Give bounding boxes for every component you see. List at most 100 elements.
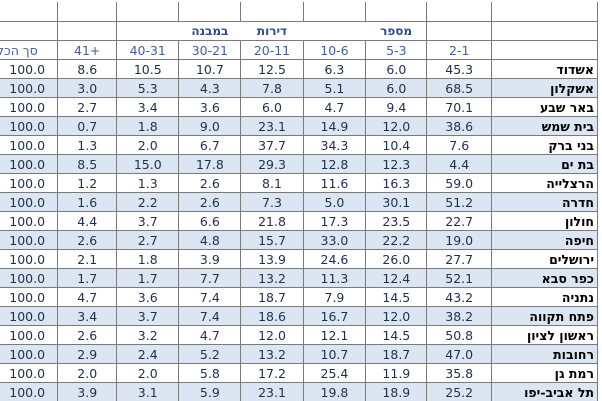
value-cell: 10.7 bbox=[178, 59, 242, 79]
value-cell: 3.1 bbox=[116, 382, 180, 401]
blank-cell bbox=[302, 2, 367, 22]
value-cell: 24.6 bbox=[302, 249, 367, 269]
value-cell: 15.0 bbox=[116, 154, 180, 174]
value-cell: 30.1 bbox=[365, 192, 428, 212]
value-cell: 2.0 bbox=[57, 363, 118, 383]
value-cell: 4.7 bbox=[178, 325, 242, 345]
value-cell: 12.8 bbox=[302, 154, 367, 174]
table-row: 100.0 1.3 2.0 6.7 37.7 34.3 10.4 7.6 בני ברק bbox=[0, 135, 598, 155]
table-row: 100.0 1.7 1.7 7.7 13.2 11.3 12.4 52.1 כפר סבא bbox=[0, 268, 598, 288]
value-cell: 1.6 bbox=[57, 192, 118, 212]
value-cell: 1.3 bbox=[116, 173, 180, 193]
value-cell: 2.2 bbox=[116, 192, 180, 212]
total-cell: 100.0 bbox=[0, 135, 59, 155]
blank-cell bbox=[0, 2, 59, 22]
total-cell: 100.0 bbox=[0, 287, 59, 307]
column-header: 20-11 bbox=[240, 40, 304, 60]
value-cell: 1.3 bbox=[57, 135, 118, 155]
blank-cell bbox=[57, 2, 118, 22]
column-header: 10-6 bbox=[302, 40, 367, 60]
value-cell: 10.7 bbox=[302, 344, 367, 364]
value-cell: 51.2 bbox=[426, 192, 493, 212]
value-cell: 2.6 bbox=[57, 325, 118, 345]
value-cell: 7.4 bbox=[178, 287, 242, 307]
blank-cell bbox=[491, 40, 598, 60]
value-cell: 2.0 bbox=[116, 135, 180, 155]
blank-row bbox=[0, 2, 598, 22]
value-cell: 3.6 bbox=[178, 97, 242, 117]
value-cell: 22.2 bbox=[365, 230, 428, 250]
column-header: 2-1 bbox=[426, 40, 493, 60]
column-header: 5-3 bbox=[365, 40, 428, 60]
table-row: 100.0 3.4 3.7 7.4 18.6 16.7 12.0 38.2 פתח תקווה bbox=[0, 306, 598, 326]
value-cell: 12.0 bbox=[240, 325, 304, 345]
value-cell: 2.1 bbox=[57, 249, 118, 269]
value-cell: 1.7 bbox=[116, 268, 180, 288]
total-cell: 100.0 bbox=[0, 382, 59, 401]
blank-cell bbox=[303, 21, 366, 41]
blank-cell bbox=[57, 21, 118, 41]
value-cell: 34.3 bbox=[302, 135, 367, 155]
blank-cell bbox=[491, 2, 598, 22]
value-cell: 16.3 bbox=[365, 173, 428, 193]
total-cell: 100.0 bbox=[0, 154, 59, 174]
value-cell: 18.6 bbox=[240, 306, 304, 326]
value-cell: 59.0 bbox=[426, 173, 493, 193]
value-cell: 4.8 bbox=[178, 230, 242, 250]
table-row: 100.0 4.7 3.6 7.4 18.7 7.9 14.5 43.2 נתניה bbox=[0, 287, 598, 307]
value-cell: 9.4 bbox=[365, 97, 428, 117]
value-cell: 7.9 bbox=[302, 287, 367, 307]
value-cell: 11.9 bbox=[365, 363, 428, 383]
value-cell: 12.4 bbox=[365, 268, 428, 288]
column-header-total: סך הכל bbox=[0, 40, 59, 60]
value-cell: 3.9 bbox=[178, 249, 242, 269]
table-row: 100.0 4.4 3.7 6.6 21.8 17.3 23.5 22.7 חולון bbox=[0, 211, 598, 231]
city-name-cell: אשקלון bbox=[491, 78, 598, 98]
value-cell: 2.6 bbox=[57, 230, 118, 250]
value-cell: 27.7 bbox=[426, 249, 493, 269]
value-cell: 3.4 bbox=[57, 306, 118, 326]
city-name-cell: חיפה bbox=[491, 230, 598, 250]
value-cell: 14.5 bbox=[365, 325, 428, 345]
value-cell: 38.6 bbox=[426, 116, 493, 136]
value-cell: 5.1 bbox=[302, 78, 367, 98]
value-cell: 17.8 bbox=[178, 154, 242, 174]
value-cell: 6.6 bbox=[178, 211, 242, 231]
value-cell: 25.4 bbox=[302, 363, 367, 383]
value-cell: 6.0 bbox=[240, 97, 304, 117]
table-row: 100.0 3.9 3.1 5.9 23.1 19.8 18.9 25.2 תל אביב-יפ… bbox=[0, 382, 598, 401]
value-cell: 18.7 bbox=[365, 344, 428, 364]
column-header-row: סך הכל 41+ 40-31 30-21 20-11 10-6 5-3 2-… bbox=[0, 40, 598, 60]
value-cell: 4.3 bbox=[178, 78, 242, 98]
value-cell: 3.6 bbox=[116, 287, 180, 307]
city-name-cell: בית שמש bbox=[491, 116, 598, 136]
city-name-cell: פתח תקווה bbox=[491, 306, 598, 326]
total-cell: 100.0 bbox=[0, 192, 59, 212]
value-cell: 5.0 bbox=[302, 192, 367, 212]
value-cell: 7.6 bbox=[426, 135, 493, 155]
value-cell: 4.7 bbox=[57, 287, 118, 307]
value-cell: 6.7 bbox=[178, 135, 242, 155]
value-cell: 26.0 bbox=[365, 249, 428, 269]
value-cell: 1.8 bbox=[116, 116, 180, 136]
value-cell: 2.4 bbox=[116, 344, 180, 364]
value-cell: 4.7 bbox=[302, 97, 367, 117]
city-name-cell: אשדוד bbox=[491, 59, 598, 79]
table-row: 100.0 2.6 2.7 4.8 15.7 33.0 22.2 19.0 חיפה bbox=[0, 230, 598, 250]
value-cell: 18.9 bbox=[365, 382, 428, 401]
column-header: 41+ bbox=[57, 40, 118, 60]
super-header-cell: במבנה bbox=[178, 21, 241, 41]
blank-cell bbox=[116, 21, 179, 41]
value-cell: 6.3 bbox=[302, 59, 367, 79]
value-cell: 7.3 bbox=[240, 192, 304, 212]
value-cell: 4.4 bbox=[57, 211, 118, 231]
value-cell: 6.0 bbox=[365, 59, 428, 79]
table-row: 100.0 1.6 2.2 2.6 7.3 5.0 30.1 51.2 חדרה bbox=[0, 192, 598, 212]
blank-cell bbox=[240, 2, 304, 22]
value-cell: 12.5 bbox=[240, 59, 304, 79]
value-cell: 5.9 bbox=[178, 382, 242, 401]
value-cell: 1.7 bbox=[57, 268, 118, 288]
total-cell: 100.0 bbox=[0, 230, 59, 250]
super-header-cell: מספר bbox=[365, 21, 427, 41]
